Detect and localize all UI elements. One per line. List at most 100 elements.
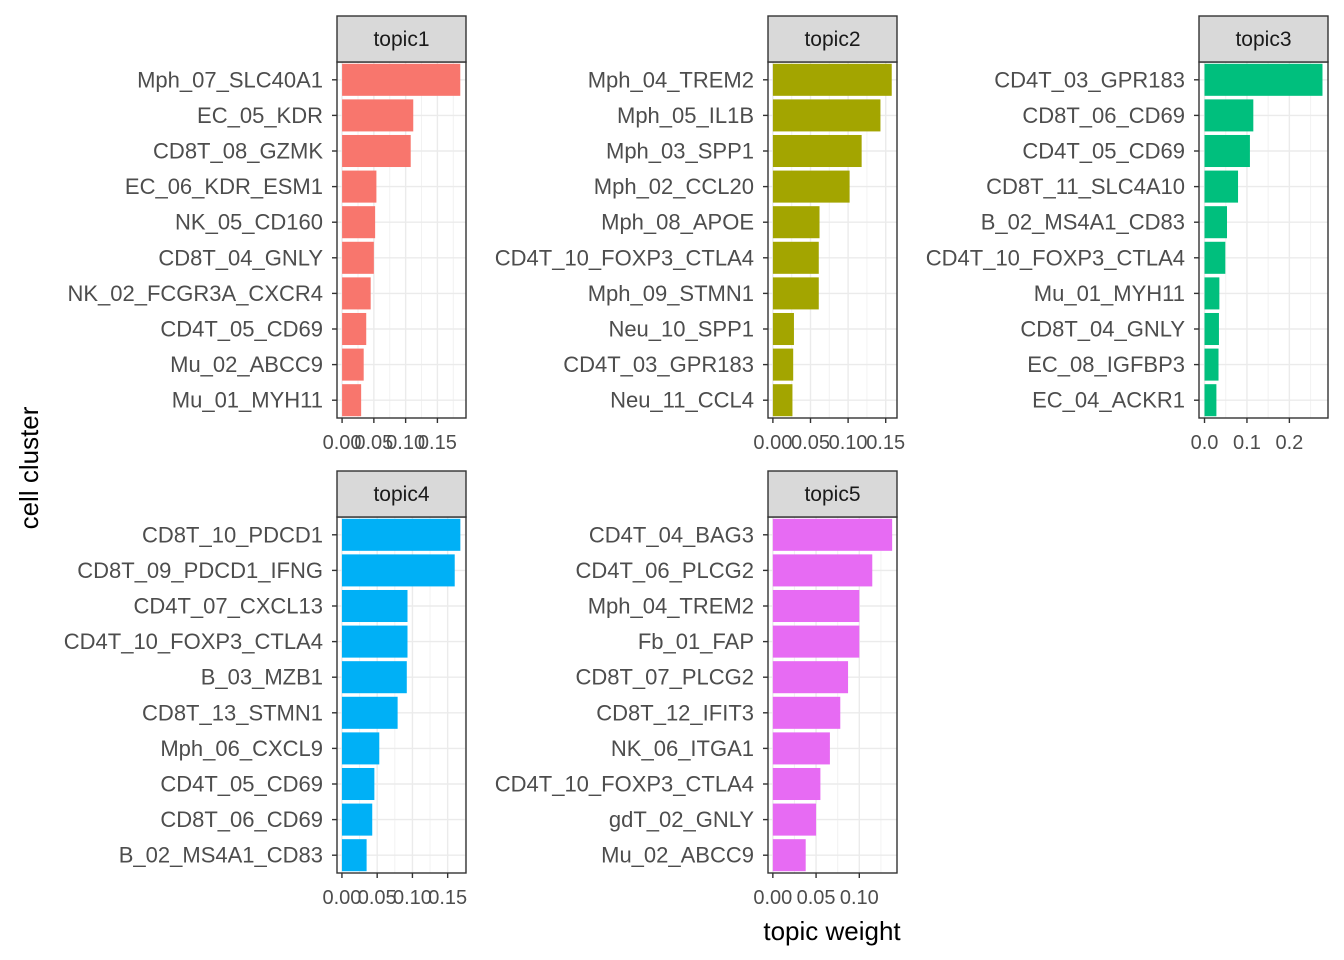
bar: [772, 170, 850, 203]
bar: [341, 696, 398, 729]
category-label: CD4T_05_CD69: [160, 317, 323, 342]
category-label: CD4T_05_CD69: [160, 772, 323, 797]
bar: [1204, 134, 1250, 168]
category-label: Mph_06_CXCL9: [160, 736, 323, 761]
category-label: NK_06_ITGA1: [611, 736, 754, 761]
category-label: CD4T_10_FOXP3_CTLA4: [926, 245, 1185, 270]
category-label: CD8T_08_GZMK: [153, 139, 323, 164]
bar: [341, 625, 408, 658]
bar: [1204, 277, 1220, 310]
category-label: Mph_04_TREM2: [588, 67, 754, 92]
category-label: CD8T_07_PLCG2: [575, 665, 754, 690]
category-label: gdT_02_GNLY: [609, 807, 754, 832]
y-axis-title: cell cluster: [14, 406, 44, 529]
category-label: CD8T_04_GNLY: [1020, 317, 1185, 342]
bar: [341, 732, 380, 765]
bar: [342, 312, 367, 346]
bar: [1204, 384, 1217, 417]
category-label: NK_05_CD160: [175, 210, 323, 235]
facet-strip-label: topic4: [373, 483, 429, 506]
category-label: Fb_01_FAP: [638, 629, 754, 654]
category-label: CD4T_05_CD69: [1022, 139, 1185, 164]
bar: [342, 384, 362, 417]
x-tick-label: 0.15: [428, 887, 467, 909]
x-tick-label: 0.10: [393, 887, 432, 909]
bar: [342, 241, 374, 274]
bar: [772, 589, 860, 623]
category-label: EC_04_ACKR1: [1032, 388, 1185, 413]
bar: [772, 206, 820, 239]
category-label: CD4T_10_FOXP3_CTLA4: [495, 772, 754, 797]
x-axis-title: topic weight: [763, 916, 901, 946]
category-label: CD8T_09_PDCD1_IFNG: [77, 558, 323, 583]
facet-strip: [1198, 15, 1329, 63]
bar: [772, 518, 893, 551]
bar: [1204, 206, 1228, 239]
category-label: CD8T_06_CD69: [160, 807, 323, 832]
bar: [772, 348, 794, 381]
category-label: CD8T_10_PDCD1: [142, 522, 323, 547]
facet-strip-label: topic2: [804, 28, 860, 51]
category-label: CD8T_06_CD69: [1022, 103, 1185, 128]
x-tick-label: 0.05: [354, 432, 393, 454]
bar: [1204, 348, 1219, 381]
category-label: CD4T_10_FOXP3_CTLA4: [64, 629, 323, 654]
facet-strip: [336, 15, 467, 63]
panel-topic2: topic2 Mph_04_TREM2 Mph_05_IL1B Mph_03_SPP1…: [495, 15, 905, 454]
category-label: Mu_02_ABCC9: [170, 352, 323, 377]
bar: [772, 732, 830, 765]
bar: [342, 277, 371, 310]
category-label: CD8T_13_STMN1: [142, 700, 323, 725]
category-label: EC_08_IGFBP3: [1027, 352, 1185, 377]
bar: [341, 554, 455, 587]
x-tick-label: 0.10: [840, 887, 879, 909]
bar: [342, 63, 461, 96]
bar: [341, 589, 408, 623]
facet-strip: [767, 15, 898, 63]
category-label: B_03_MZB1: [201, 665, 323, 690]
category-label: CD4T_03_GPR183: [994, 67, 1185, 92]
category-label: Neu_10_SPP1: [608, 317, 754, 342]
x-tick-label: 0.1: [1233, 432, 1261, 454]
bar: [772, 384, 793, 417]
category-label: Mph_03_SPP1: [606, 139, 754, 164]
category-label: EC_05_KDR: [197, 103, 323, 128]
x-tick-label: 0.00: [753, 432, 792, 454]
category-label: CD4T_04_BAG3: [589, 522, 754, 547]
bar: [1204, 312, 1219, 346]
category-label: B_02_MS4A1_CD83: [981, 210, 1185, 235]
x-tick-label: 0.00: [322, 887, 361, 909]
category-label: Mph_04_TREM2: [588, 594, 754, 619]
bar: [772, 312, 794, 346]
bar: [772, 767, 821, 801]
x-tick-label: 0.05: [797, 887, 836, 909]
bar: [772, 661, 849, 694]
bar: [341, 767, 375, 801]
category-label: CD8T_11_SLC4A10: [986, 174, 1185, 199]
facet-strip-label: topic5: [804, 483, 860, 506]
category-label: Mu_01_MYH11: [1034, 281, 1185, 306]
category-label: Mu_01_MYH11: [172, 388, 323, 413]
panel-topic1: topic1 Mph_07_SLC40A1 EC_05_KDR CD8T_08_GZM…: [67, 15, 467, 454]
panel-topic4: topic4 CD8T_10_PDCD1 CD8T_09_PDCD1_IFNG CD4…: [64, 470, 467, 909]
bar: [341, 661, 407, 694]
bar: [772, 63, 892, 96]
bar: [772, 625, 860, 658]
facet-strip: [336, 470, 467, 518]
category-label: CD4T_10_FOXP3_CTLA4: [495, 245, 754, 270]
x-tick-label: 0.10: [829, 432, 868, 454]
x-tick-label: 0.2: [1275, 432, 1303, 454]
category-label: CD8T_12_IFIT3: [596, 700, 754, 725]
bar: [341, 839, 367, 872]
x-tick-label: 0.15: [418, 432, 457, 454]
bar: [772, 134, 862, 168]
category-label: Mph_09_STMN1: [588, 281, 754, 306]
bar: [342, 206, 376, 239]
x-tick-label: 0.00: [753, 887, 792, 909]
category-label: Mph_07_SLC40A1: [137, 67, 323, 92]
category-label: Neu_11_CCL4: [610, 388, 754, 413]
panel-topic3: topic3 CD4T_03_GPR183 CD8T_06_CD69 CD4T_05_…: [926, 15, 1329, 454]
bar: [772, 554, 873, 587]
panels-layer: topic1 Mph_07_SLC40A1 EC_05_KDR CD8T_08_GZM…: [64, 15, 1329, 909]
